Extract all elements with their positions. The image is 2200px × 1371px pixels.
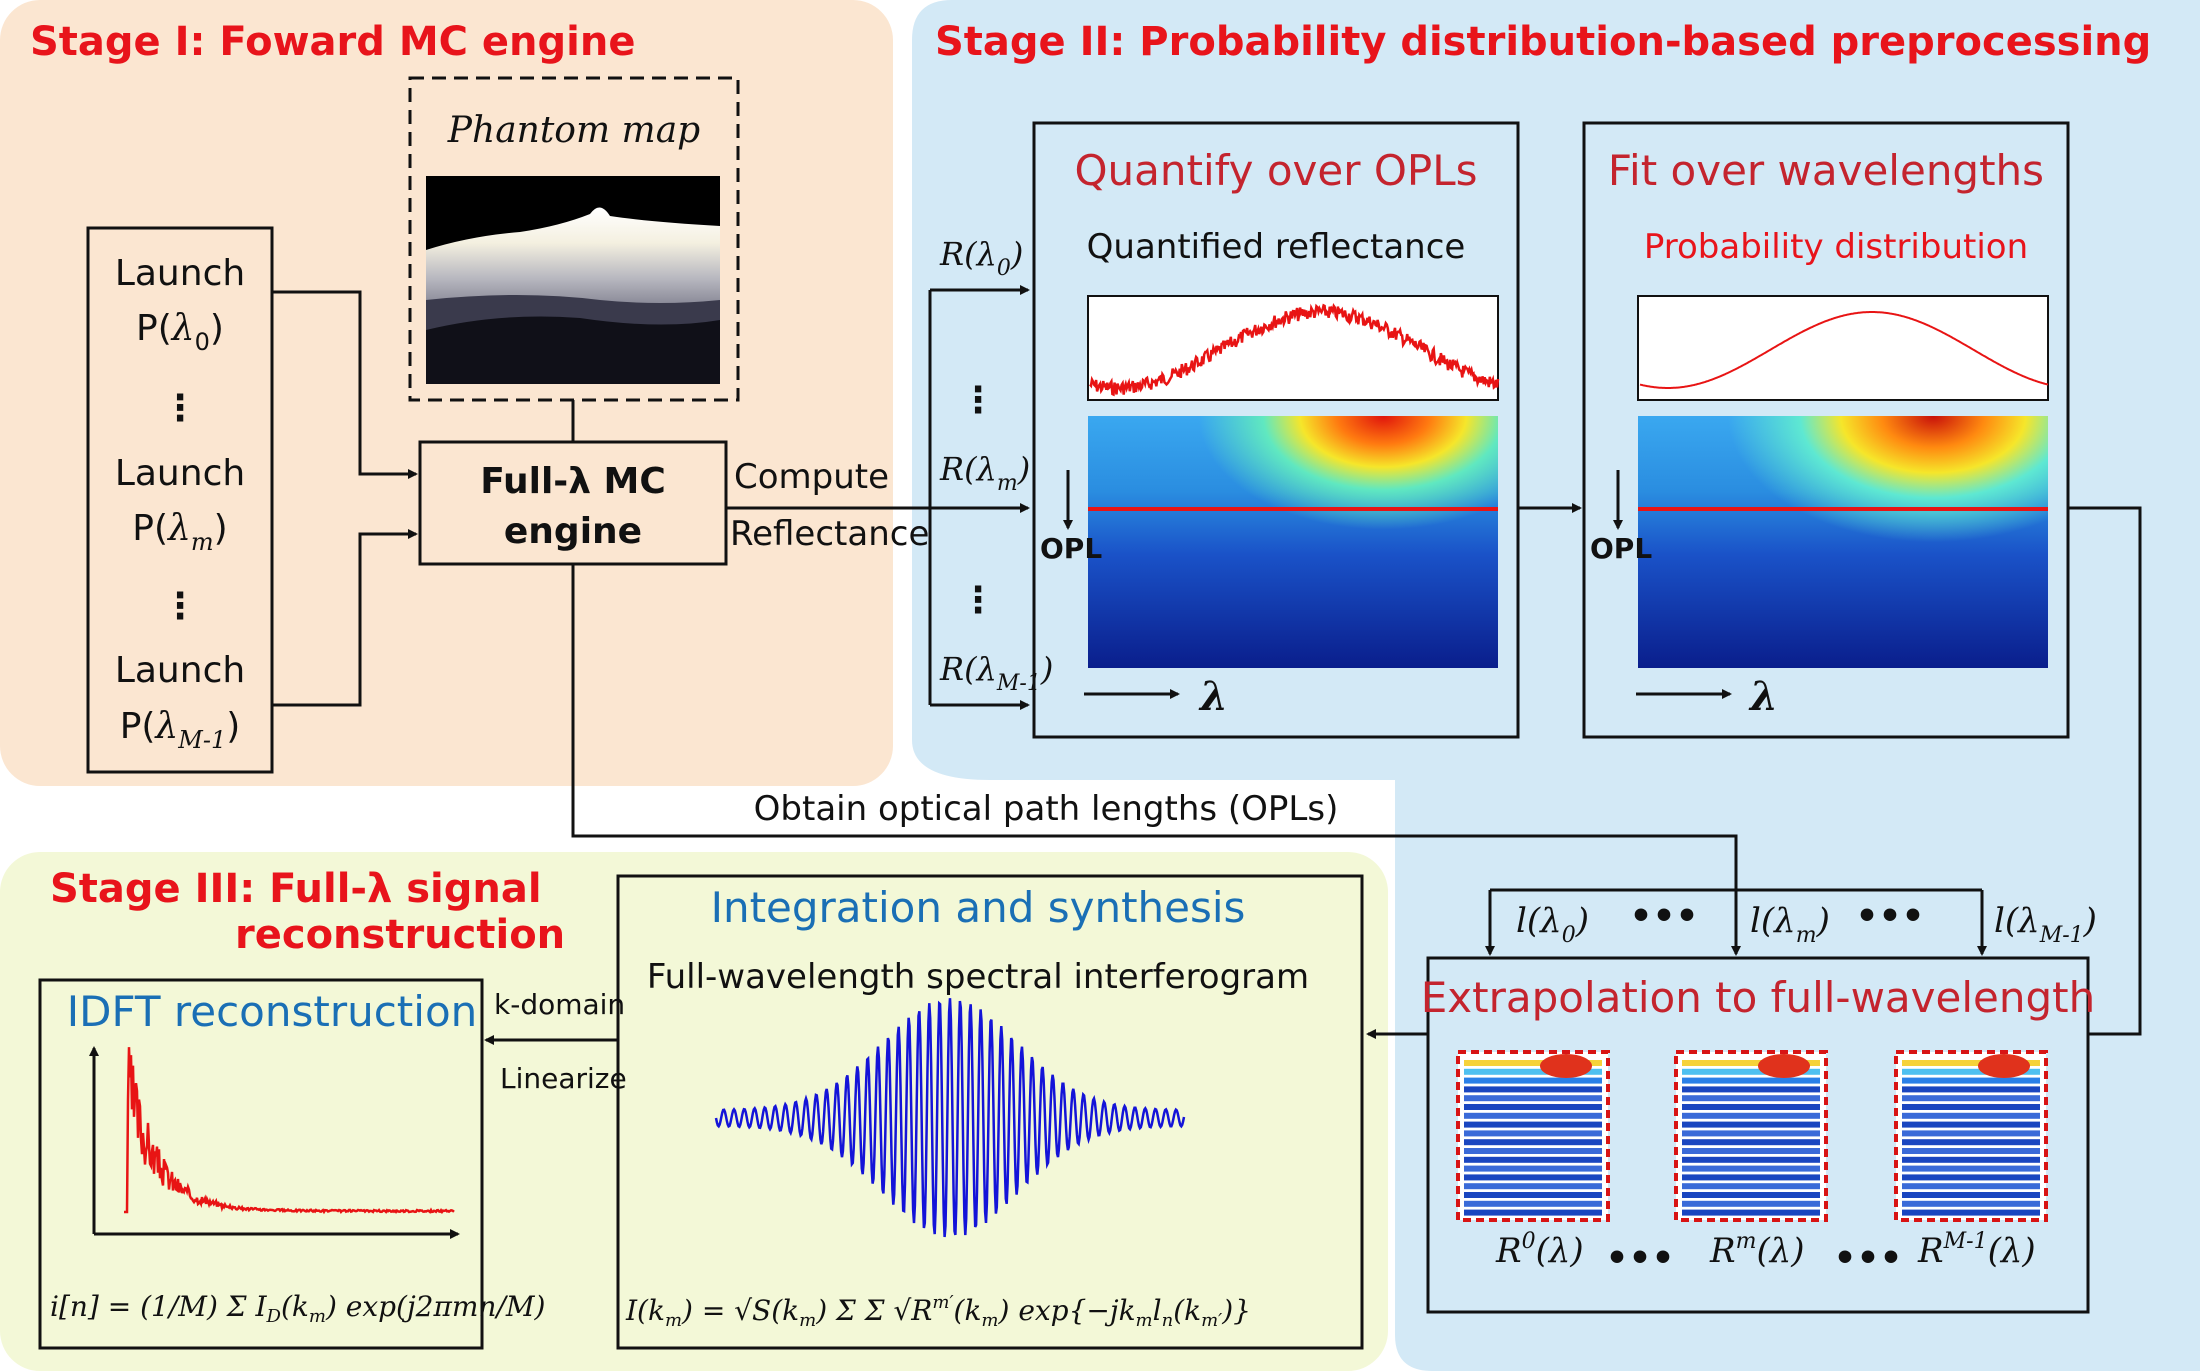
extrap-map-1 [1674, 1050, 1828, 1222]
l-ellipsis-1: ••• [1629, 896, 1698, 937]
idft-box [38, 978, 484, 1350]
vdots-1: ⋮ [162, 388, 198, 429]
phantom-label: Phantom map [447, 110, 700, 151]
lambda-label-1: λ [1198, 673, 1228, 720]
vdots-4: ⋮ [960, 580, 996, 621]
interferogram-curve [714, 998, 1186, 1238]
opl-label-1: OPL [1040, 532, 1102, 565]
engine-line1: Full-λ MC [480, 461, 666, 502]
phantom-image [426, 176, 720, 384]
vdots-3: ⋮ [960, 380, 996, 421]
rm-label-1: Rm(λ) [1709, 1229, 1805, 1271]
launch-item-1: P(λm) [132, 508, 227, 556]
l-label-0: l(λ0) [1516, 901, 1589, 948]
integration-box [616, 874, 1364, 1350]
stage3-title-2: reconstruction [235, 912, 565, 958]
fit-curve [1639, 311, 2049, 389]
idft-curve [124, 1047, 455, 1215]
fit-heatmap [1638, 416, 2048, 668]
rm-ellipsis-1: ••• [1605, 1238, 1674, 1279]
quantify-box [1032, 121, 1520, 739]
rm-label-2: RM-1(λ) [1917, 1229, 2036, 1271]
fit-title: Fit over wavelengths [1608, 146, 2044, 195]
launch-box [86, 226, 274, 774]
reflectance-label: Reflectance [730, 514, 929, 554]
integration-title: Integration and synthesis [711, 883, 1246, 932]
extrap-map-0 [1456, 1050, 1610, 1222]
stage3-title-1: Stage III: Full-λ signal [50, 866, 542, 912]
fit-curve-frame [1637, 295, 2049, 401]
kdomain-label: k-domain [494, 988, 625, 1021]
interferogram-formula: I(km) = √S(km) Σ Σ √Rm′(km) exp{−jkmln(k… [625, 1292, 1251, 1331]
extrapolation-box [1426, 956, 2090, 1314]
idft-formula: i[n] = (1/M) Σ ID(km) exp(j2πmn/M) [50, 1290, 545, 1327]
rm-label-0: R0(λ) [1495, 1229, 1584, 1271]
l-label-1: l(λm) [1750, 901, 1830, 948]
opl-caption: Obtain optical path lengths (OPLs) [754, 789, 1339, 829]
opl-label-2: OPL [1590, 532, 1652, 565]
quantify-sub: Quantified reflectance [1087, 227, 1466, 267]
linearize-label: Linearize [500, 1062, 627, 1095]
fit-sub: Probability distribution [1644, 227, 2028, 267]
vdots-2: ⋮ [162, 586, 198, 627]
idft-title: IDFT reconstruction [67, 987, 478, 1036]
launch-label-0: Launch [115, 253, 245, 294]
compute-label: Compute [734, 457, 889, 497]
fit-box [1582, 121, 2070, 739]
quantify-heatmap [1088, 416, 1498, 668]
launch-label-2: Launch [115, 650, 245, 691]
launch-item-0: P(λ0) [136, 308, 224, 356]
launch-label-1: Launch [115, 453, 245, 494]
lambda-label-2: λ [1748, 673, 1778, 720]
rm-ellipsis-2: ••• [1833, 1238, 1902, 1279]
integration-sub: Full-wavelength spectral interferogram [647, 957, 1309, 997]
extrap-map-2 [1894, 1050, 2048, 1222]
launch-item-2: P(λM-1) [120, 706, 241, 754]
stage2-title: Stage II: Probability distribution-based… [935, 19, 2151, 65]
stage1-title: Stage I: Foward MC engine [30, 19, 635, 65]
extrapolation-title: Extrapolation to full-wavelength [1421, 973, 2096, 1022]
quantify-curve [1089, 303, 1500, 397]
l-ellipsis-2: ••• [1855, 896, 1924, 937]
stage3-panel [0, 852, 1388, 1371]
quantify-title: Quantify over OPLs [1074, 146, 1477, 195]
engine-line2: engine [504, 511, 642, 552]
